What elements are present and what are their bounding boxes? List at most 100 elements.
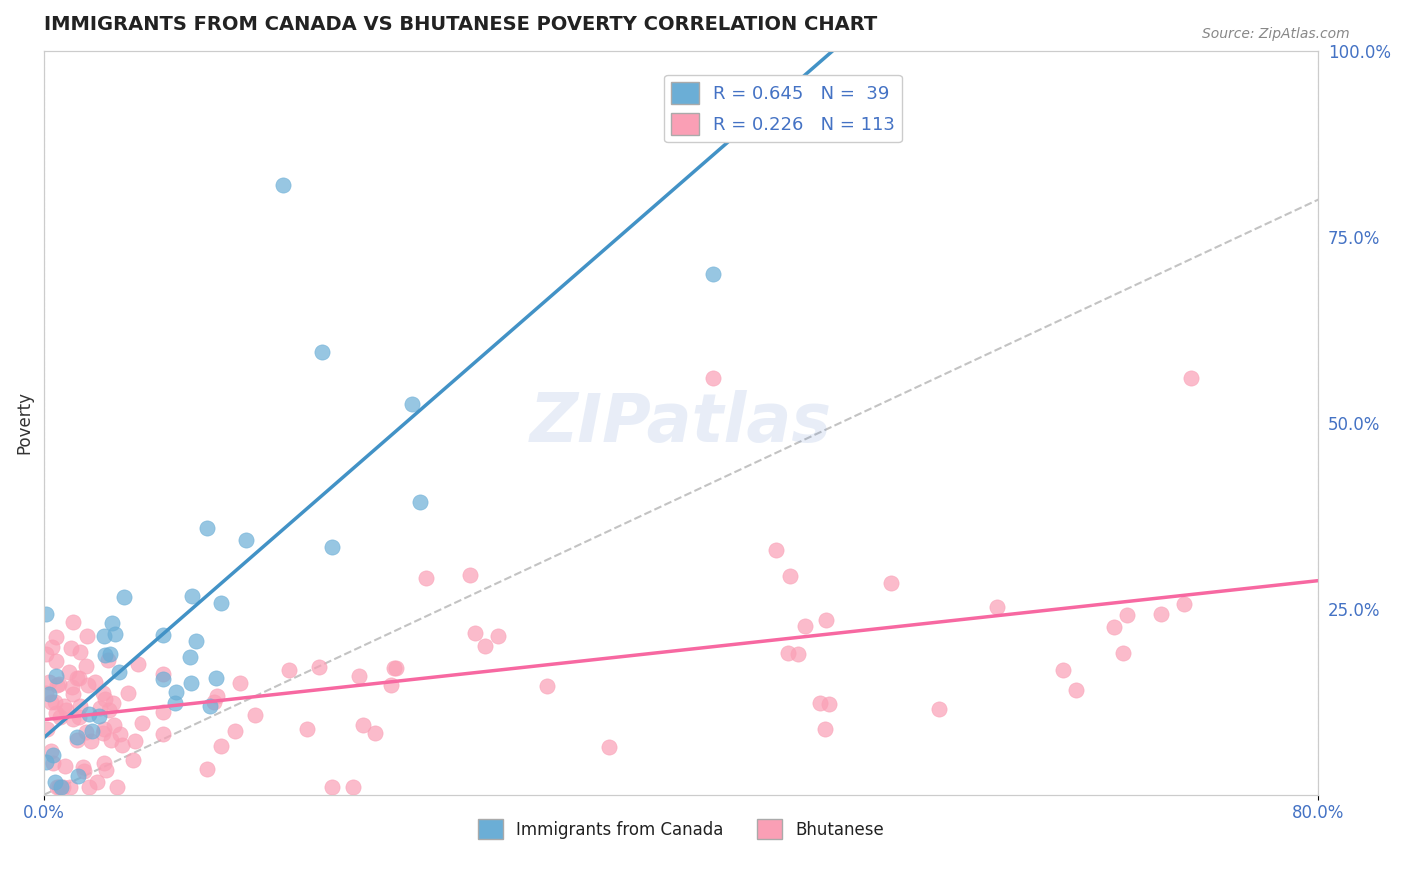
Point [45, 678, 67, 692]
Point [127, 657, 149, 672]
Point [48, 780, 70, 795]
Point [45, 706, 67, 720]
Point [91, 686, 114, 700]
Point [152, 667, 174, 681]
Point [180, 589, 202, 603]
Point [73, 764, 96, 778]
Point [94, 764, 117, 778]
Y-axis label: Poverty: Poverty [15, 392, 32, 454]
Point [93, 629, 115, 643]
Point [53, 698, 76, 713]
Point [271, 178, 294, 192]
Point [779, 569, 801, 583]
Point [179, 650, 201, 665]
Point [89, 701, 111, 715]
Point [131, 715, 153, 730]
Point [60, 680, 83, 694]
Point [880, 575, 903, 590]
Point [1052, 663, 1074, 677]
Point [817, 698, 839, 712]
Point [49, 710, 72, 724]
Point [45, 654, 67, 668]
Point [121, 753, 143, 767]
Text: IMMIGRANTS FROM CANADA VS BHUTANESE POVERTY CORRELATION CHART: IMMIGRANTS FROM CANADA VS BHUTANESE POVE… [44, 15, 877, 34]
Point [347, 669, 370, 683]
Point [105, 780, 128, 795]
Point [91, 726, 114, 740]
Point [702, 371, 724, 385]
Point [382, 661, 405, 675]
Point [986, 600, 1008, 615]
Point [98, 648, 121, 662]
Point [59, 780, 82, 795]
Point [662, 84, 685, 98]
Text: Source: ZipAtlas.com: Source: ZipAtlas.com [1202, 27, 1350, 41]
Point [62, 687, 84, 701]
Point [1149, 607, 1171, 621]
Point [44, 695, 66, 709]
Point [39, 744, 62, 758]
Point [38, 687, 60, 701]
Point [44, 775, 66, 789]
Point [808, 696, 831, 710]
Point [103, 717, 125, 731]
Point [67, 671, 90, 685]
Point [79, 706, 101, 721]
Point [58, 665, 80, 679]
Legend: Immigrants from Canada, Bhutanese: Immigrants from Canada, Bhutanese [471, 813, 891, 846]
Point [53, 759, 76, 773]
Point [62, 615, 84, 629]
Point [229, 675, 252, 690]
Text: ZIPatlas: ZIPatlas [530, 390, 832, 456]
Point [45, 669, 67, 683]
Point [124, 734, 146, 748]
Point [35, 755, 58, 769]
Point [108, 665, 131, 680]
Point [536, 679, 558, 693]
Point [321, 540, 343, 554]
Point [278, 663, 301, 677]
Point [35, 722, 58, 736]
Point [94, 692, 117, 706]
Point [45, 630, 67, 644]
Point [464, 625, 486, 640]
Point [38, 674, 60, 689]
Point [224, 723, 246, 738]
Point [928, 702, 950, 716]
Point [152, 628, 174, 642]
Point [209, 596, 232, 610]
Point [486, 629, 509, 643]
Point [297, 722, 319, 736]
Point [180, 676, 202, 690]
Point [69, 699, 91, 714]
Point [814, 722, 837, 736]
Point [163, 696, 186, 710]
Point [67, 769, 90, 783]
Point [1180, 371, 1202, 385]
Point [101, 696, 124, 710]
Point [97, 653, 120, 667]
Point [195, 763, 218, 777]
Point [35, 607, 58, 621]
Point [80, 723, 103, 738]
Point [69, 645, 91, 659]
Point [48, 677, 70, 691]
Point [39, 695, 62, 709]
Point [52, 780, 75, 795]
Point [409, 494, 432, 508]
Point [104, 626, 127, 640]
Point [458, 567, 481, 582]
Point [364, 726, 387, 740]
Point [598, 739, 620, 754]
Point [311, 345, 333, 359]
Point [42, 748, 65, 763]
Point [100, 732, 122, 747]
Point [93, 756, 115, 770]
Point [72, 759, 94, 773]
Point [41, 756, 63, 770]
Point [89, 709, 111, 723]
Point [765, 543, 787, 558]
Point [49, 780, 72, 795]
Point [60, 640, 83, 655]
Point [112, 590, 135, 604]
